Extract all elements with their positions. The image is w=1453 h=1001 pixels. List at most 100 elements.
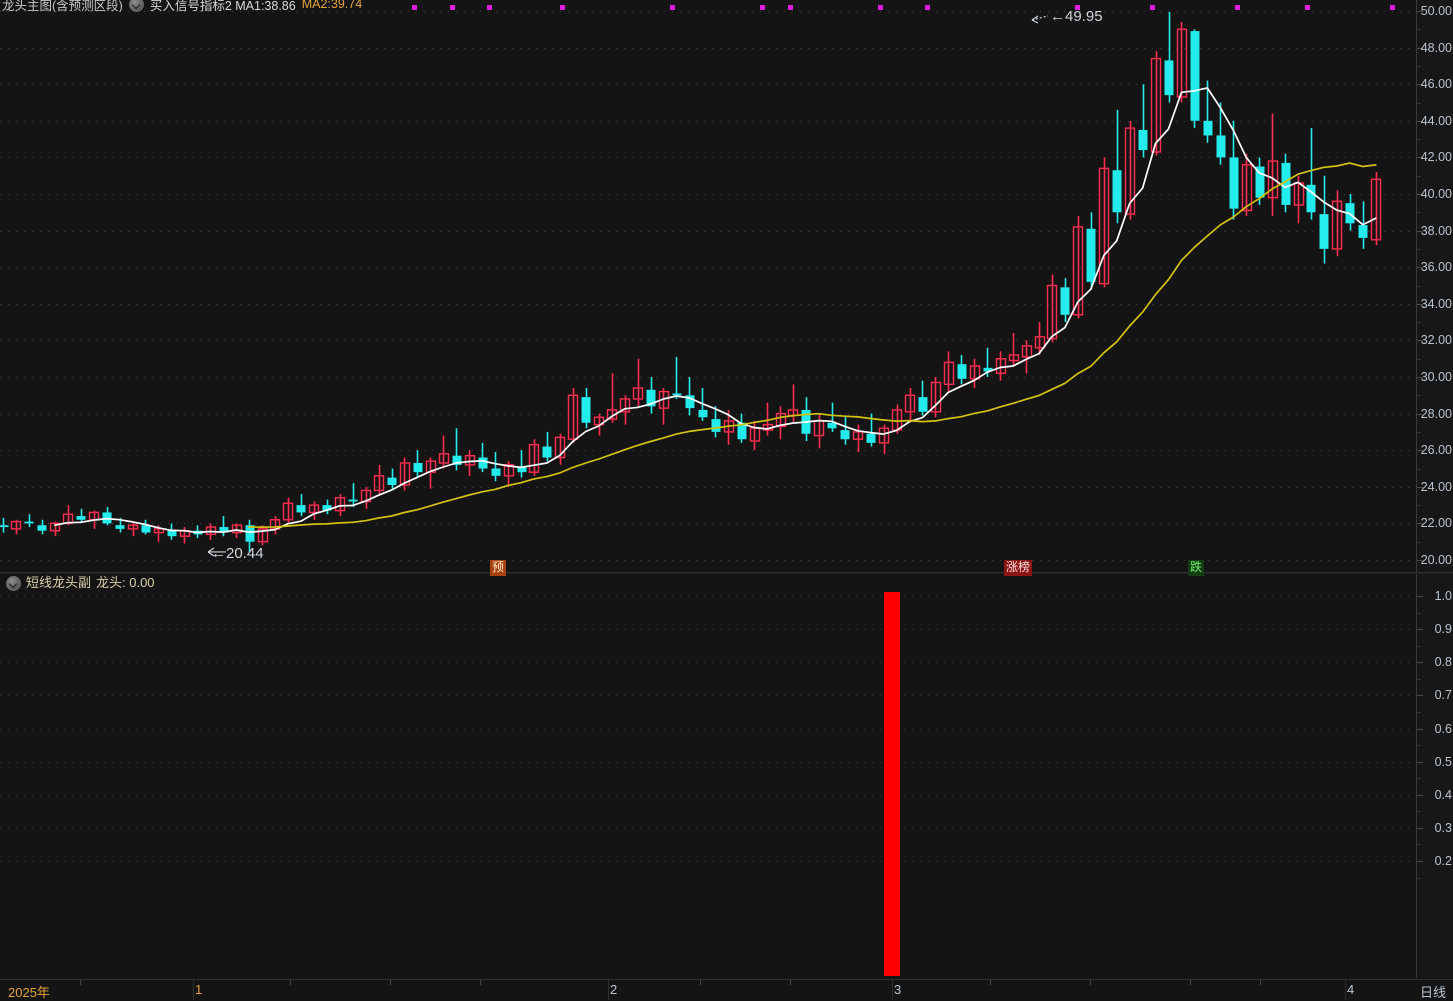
price-axis-tick: [1417, 560, 1423, 561]
price-axis-label: 42.00: [1420, 150, 1452, 165]
price-axis-label: 44.00: [1420, 113, 1452, 128]
x-axis-tick: [290, 980, 291, 985]
x-axis-label: 2: [610, 982, 618, 997]
indicator-axis-label: 0.5: [1434, 754, 1452, 769]
x-axis-tick: [390, 980, 391, 985]
panel-divider: [0, 572, 1453, 573]
price-axis-tick: [1417, 157, 1423, 159]
x-axis-tick: [700, 980, 701, 985]
chart-marker-gain-list[interactable]: 涨榜: [1003, 560, 1033, 576]
price-axis-label: 24.00: [1420, 479, 1452, 494]
indicator-axis-minor-tick: [1417, 711, 1421, 713]
indicator-axis-tick: [1417, 596, 1423, 597]
x-axis-tick: [990, 980, 991, 985]
price-axis-label: 32.00: [1420, 333, 1452, 348]
x-axis[interactable]: 2025年 1 2 3 4 日线: [0, 979, 1453, 1000]
x-axis-tick: [80, 980, 81, 985]
price-axis-label: 26.00: [1420, 443, 1452, 458]
price-axis-tick: [1417, 47, 1423, 49]
indicator-axis-minor-tick: [1417, 678, 1421, 680]
price-axis-label: 48.00: [1420, 40, 1452, 55]
price-axis-minor-tick: [1417, 212, 1421, 214]
indicator-axis-tick: [1417, 728, 1423, 730]
x-axis-label: 1: [195, 982, 203, 997]
x-axis-gridline: [1345, 980, 1346, 1000]
price-axis-minor-tick: [1417, 248, 1421, 250]
indicator-chart-panel[interactable]: [0, 574, 1416, 978]
price-axis-minor-tick: [1417, 102, 1421, 104]
price-axis-label: 50.00: [1420, 4, 1452, 18]
price-chart-panel[interactable]: [0, 0, 1416, 572]
indicator-axis-label: 0.4: [1434, 787, 1452, 802]
indicator-header: 短线龙头副 龙头: 0.00: [6, 575, 155, 591]
chart-title-toggle-icon[interactable]: [128, 0, 144, 12]
price-axis-tick: [1417, 230, 1423, 232]
x-axis-label: 2025年: [8, 985, 50, 1000]
indicator-axis-label: 0.6: [1434, 721, 1452, 736]
price-axis-minor-tick: [1417, 395, 1421, 397]
indicator-axis-label: 0.7: [1434, 688, 1452, 703]
panel-divider-2: [0, 573, 1453, 574]
price-axis-tick: [1417, 523, 1423, 525]
indicator-axis-minor-tick: [1417, 745, 1421, 747]
indicator-axis-label: 0.3: [1434, 820, 1452, 835]
price-axis-label: 34.00: [1420, 296, 1452, 311]
candlestick-canvas: [0, 5, 1416, 561]
indicator-axis-label: 0.8: [1434, 655, 1452, 670]
high-price-callout: ←49.95: [1050, 8, 1103, 25]
indicator-canvas: [0, 592, 1416, 976]
indicator-value: 龙头: 0.00: [96, 575, 155, 590]
indicator-axis-tick: [1417, 629, 1423, 631]
x-axis-tick: [1190, 980, 1191, 985]
x-axis-label: 4: [1347, 982, 1355, 997]
chart-period-label: 日线: [1420, 985, 1447, 1000]
indicator-axis-label: 0.9: [1434, 622, 1452, 637]
chevron-down-circle-icon[interactable]: [6, 575, 21, 591]
x-axis-label: 3: [894, 982, 902, 997]
indicator-axis-tick: [1417, 794, 1423, 796]
indicator-axis-minor-tick: [1417, 645, 1421, 647]
chart-marker-forecast[interactable]: 预: [489, 560, 507, 576]
indicator-axis-tick: [1417, 827, 1423, 829]
price-axis-minor-tick: [1417, 29, 1421, 31]
price-axis-tick: [1417, 450, 1423, 452]
chart-title-ma2: MA2:39.74: [301, 0, 363, 11]
x-axis-gridline: [892, 980, 893, 1000]
price-axis-minor-tick: [1417, 322, 1421, 324]
chart-title-main: 龙头主图(含预测区段): [2, 0, 123, 12]
price-axis-minor-tick: [1417, 175, 1421, 177]
indicator-y-axis[interactable]: 1.0 0.9 0.8 0.7 0.6 0.5 0.4 0.3 0.2: [1416, 574, 1453, 978]
price-axis-tick: [1417, 486, 1423, 488]
indicator-axis-tick: [1417, 695, 1423, 697]
indicator-axis-label: 0.2: [1434, 854, 1452, 868]
price-axis-minor-tick: [1417, 65, 1421, 67]
price-y-axis[interactable]: 50.00 48.00 46.00 44.00 42.00 40.00 38.00 36.00…: [1416, 0, 1453, 580]
price-axis-minor-tick: [1417, 358, 1421, 360]
indicator-axis-label: 1.0: [1434, 589, 1452, 603]
price-axis-tick: [1417, 84, 1423, 86]
price-axis-tick: [1417, 377, 1423, 378]
price-axis-tick: [1417, 340, 1423, 342]
price-axis-minor-tick: [1417, 468, 1421, 470]
indicator-name: 短线龙头副: [26, 575, 92, 590]
x-axis-tick: [480, 980, 481, 985]
x-axis-tick: [1090, 980, 1091, 985]
price-axis-tick: [1417, 194, 1423, 195]
price-axis-label: 36.00: [1420, 260, 1452, 275]
price-axis-minor-tick: [1417, 541, 1421, 543]
price-axis-label: 20.00: [1420, 553, 1452, 567]
price-axis-label: 22.00: [1420, 516, 1452, 531]
indicator-axis-minor-tick: [1417, 612, 1421, 614]
price-axis-label: 30.00: [1420, 370, 1452, 384]
x-axis-tick: [1260, 980, 1261, 985]
indicator-axis-minor-tick: [1417, 778, 1421, 780]
price-axis-tick: [1417, 267, 1423, 269]
price-axis-minor-tick: [1417, 505, 1421, 507]
x-axis-gridline: [608, 980, 609, 1000]
chart-title-indicator: 买入信号指标2 MA1:38.86: [149, 0, 296, 12]
price-axis-label: 38.00: [1420, 223, 1452, 238]
chart-marker-decline[interactable]: 跌: [1187, 560, 1205, 576]
price-axis-label: 28.00: [1420, 406, 1452, 421]
x-axis-tick: [790, 980, 791, 985]
